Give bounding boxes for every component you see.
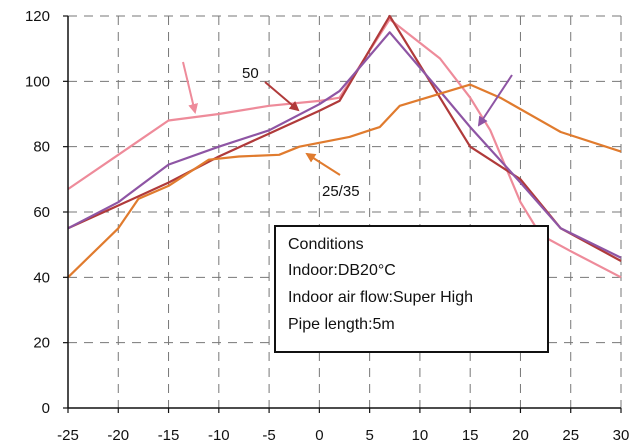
- conditions-indoor-temp: Indoor:DB20°C: [288, 262, 396, 279]
- x-tick-labels: -25 -20 -15 -10 -5 0 5 10 15 20 25 30: [57, 408, 629, 444]
- conditions-title: Conditions: [288, 236, 364, 253]
- series-group: [67, 14, 622, 279]
- annotation-arrow-purple: [477, 74, 513, 127]
- conditions-pipe-length: Pipe length:5m: [288, 316, 395, 333]
- x-tick-label: -25: [57, 427, 79, 444]
- conditions-box-frame: [274, 225, 549, 353]
- x-tick-label: -20: [107, 427, 129, 444]
- x-tick-label: 10: [412, 427, 429, 444]
- annotation-50: 50: [242, 65, 259, 82]
- series-line-2: [67, 14, 622, 262]
- x-tick-label: 15: [462, 427, 479, 444]
- x-tick-label: 25: [562, 427, 579, 444]
- y-tick-label: 80: [33, 139, 50, 156]
- series-line-3: [67, 31, 622, 259]
- x-tick-label: 5: [365, 427, 373, 444]
- y-tick-label: 100: [25, 73, 50, 90]
- series-line-1: [67, 18, 622, 279]
- series-line-4: [67, 83, 622, 279]
- annotation-arrow-orange: [305, 152, 341, 176]
- x-tick-label: -5: [262, 427, 275, 444]
- y-tick-labels: 0 20 40 60 80 100 120: [25, 8, 68, 417]
- x-tick-label: -10: [208, 427, 230, 444]
- y-tick-label: 40: [33, 269, 50, 286]
- x-tick-label: -15: [158, 427, 180, 444]
- annotation-arrow-red: [264, 81, 300, 112]
- y-tick-label: 60: [33, 204, 50, 221]
- y-tick-label: 0: [42, 400, 50, 417]
- conditions-box: Conditions Indoor:DB20°C Indoor air flow…: [274, 225, 549, 353]
- y-tick-label: 20: [33, 335, 50, 352]
- annotation-arrow-pink: [182, 61, 198, 114]
- annotation-25-35: 25/35: [322, 183, 360, 200]
- x-tick-label: 30: [613, 427, 630, 444]
- conditions-air-flow: Indoor air flow:Super High: [288, 289, 473, 306]
- x-tick-label: 0: [315, 427, 323, 444]
- y-tick-label: 120: [25, 8, 50, 25]
- x-tick-label: 20: [512, 427, 529, 444]
